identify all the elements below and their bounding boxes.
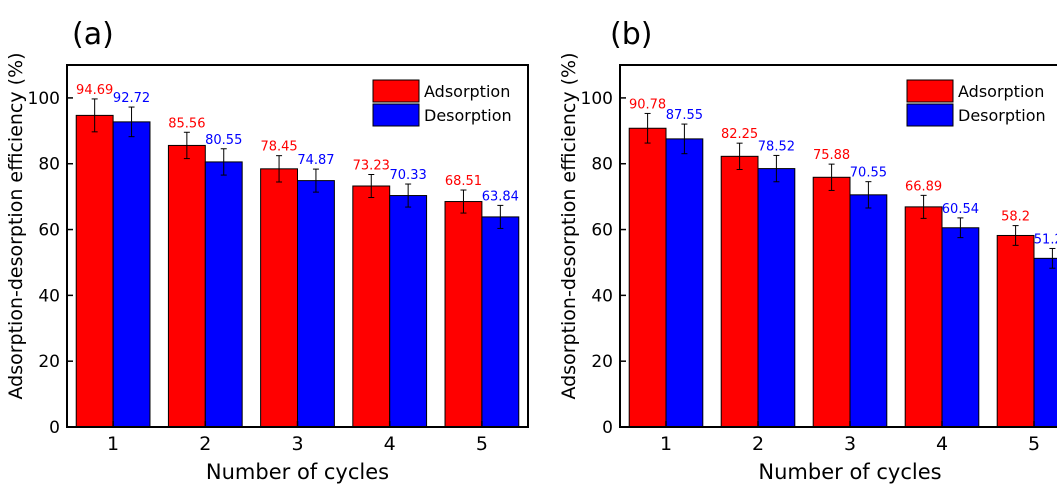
- bar-adsorption: [260, 168, 298, 428]
- bar-adsorption: [75, 114, 114, 428]
- panel-label: (a): [72, 17, 114, 52]
- y-axis-label: Adsorption-desorption efficiency (%): [558, 52, 580, 399]
- legend-swatch-adsorption: [372, 79, 420, 103]
- legend-label: Desorption: [424, 106, 512, 125]
- bar-desorption: [204, 161, 243, 428]
- data-label: 51.25: [1034, 232, 1057, 247]
- y-axis-label: Adsorption-desorption efficiency (%): [5, 52, 27, 399]
- panel-label: (b): [610, 17, 652, 52]
- x-tick-label: 1: [660, 433, 672, 455]
- y-tick-label: 80: [38, 155, 60, 175]
- data-label: 90.78: [629, 97, 666, 112]
- data-label: 80.55: [205, 133, 242, 148]
- bar-adsorption: [352, 185, 391, 428]
- bar-adsorption: [167, 144, 206, 428]
- y-tick-label: 40: [38, 286, 60, 306]
- data-label: 66.89: [905, 179, 942, 194]
- data-label: 78.52: [758, 139, 795, 154]
- bar-desorption: [849, 194, 888, 428]
- bar-desorption: [757, 168, 796, 428]
- bar-desorption: [112, 121, 151, 428]
- data-label: 63.84: [482, 189, 519, 204]
- x-tick-label: 1: [107, 433, 119, 455]
- y-tick-label: 80: [591, 155, 613, 175]
- legend-label: Adsorption: [958, 82, 1044, 101]
- legend-swatch-desorption: [372, 103, 420, 127]
- bar-desorption: [1033, 257, 1057, 428]
- x-axis-label: Number of cycles: [758, 460, 941, 484]
- x-tick-label: 2: [199, 433, 211, 455]
- y-tick-label: 0: [602, 418, 613, 438]
- y-tick-label: 40: [591, 286, 613, 306]
- bar-desorption: [297, 180, 335, 428]
- bar-adsorption: [444, 201, 483, 428]
- x-axis-label: Number of cycles: [206, 460, 389, 484]
- data-label: 82.25: [721, 127, 758, 142]
- data-label: 70.55: [850, 166, 887, 181]
- bar-desorption: [665, 138, 704, 428]
- y-tick-label: 60: [591, 221, 613, 241]
- data-label: 70.33: [390, 168, 427, 183]
- legend-swatch-adsorption: [906, 79, 954, 103]
- bar-adsorption: [996, 234, 1035, 428]
- y-tick-label: 20: [591, 352, 613, 372]
- data-label: 75.88: [813, 148, 850, 163]
- bar-desorption: [481, 216, 520, 428]
- bar-adsorption: [720, 155, 759, 428]
- data-label: 74.87: [297, 153, 334, 168]
- bar-adsorption: [812, 176, 851, 428]
- data-label: 60.54: [942, 202, 979, 217]
- x-tick-label: 3: [291, 433, 303, 455]
- y-tick-label: 0: [49, 418, 60, 438]
- legend-swatch-desorption: [906, 103, 954, 127]
- data-label: 78.45: [260, 140, 297, 155]
- x-tick-label: 5: [1028, 433, 1040, 455]
- y-tick-label: 100: [581, 89, 613, 109]
- x-tick-label: 4: [384, 433, 396, 455]
- data-label: 92.72: [113, 91, 150, 106]
- legend-label: Adsorption: [424, 82, 510, 101]
- data-label: 73.23: [353, 158, 390, 173]
- bar-adsorption: [904, 206, 943, 428]
- y-tick-label: 20: [38, 352, 60, 372]
- bar-desorption: [941, 227, 980, 428]
- bar-adsorption: [628, 127, 667, 428]
- data-label: 87.55: [666, 108, 703, 123]
- y-tick-label: 60: [38, 221, 60, 241]
- data-label: 58.2: [1001, 210, 1030, 225]
- data-label: 68.51: [445, 174, 482, 189]
- x-tick-label: 3: [844, 433, 856, 455]
- x-tick-label: 4: [936, 433, 948, 455]
- x-tick-label: 5: [476, 433, 488, 455]
- data-label: 85.56: [168, 116, 205, 131]
- y-tick-label: 100: [28, 89, 60, 109]
- legend-label: Desorption: [958, 106, 1046, 125]
- data-label: 94.69: [76, 83, 113, 98]
- bar-desorption: [389, 195, 428, 428]
- x-tick-label: 2: [752, 433, 764, 455]
